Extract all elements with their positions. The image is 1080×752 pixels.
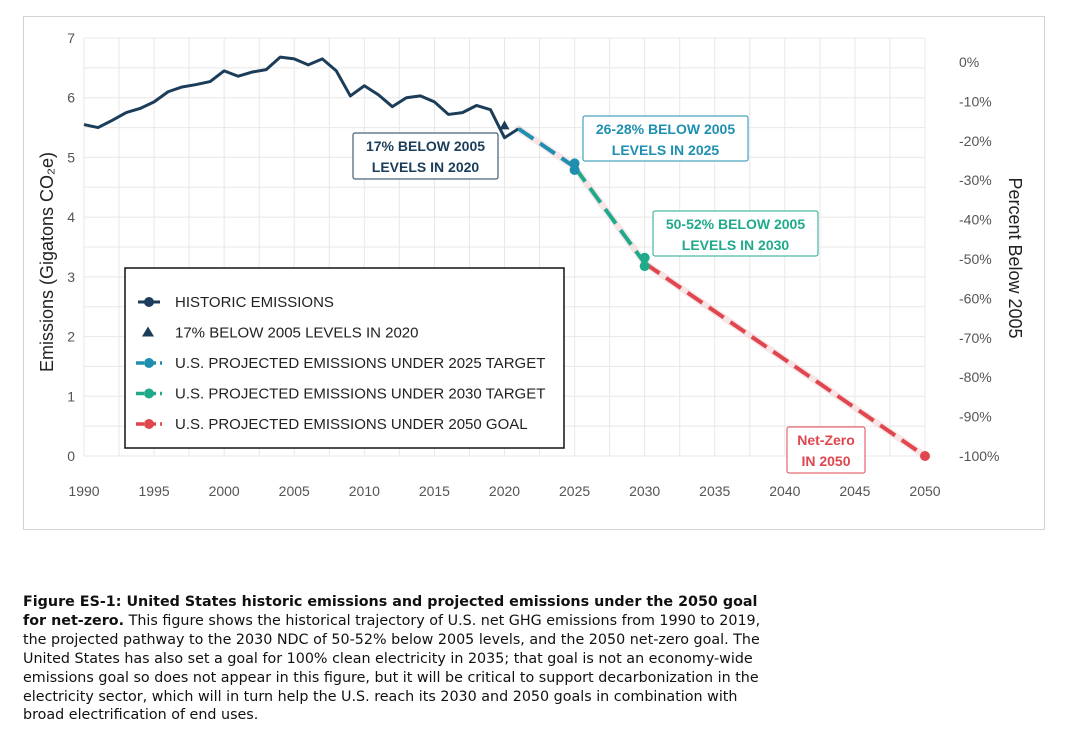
legend-label: HISTORIC EMISSIONS <box>175 294 334 311</box>
y2-tick-label: -70% <box>959 330 992 346</box>
y-tick-label: 5 <box>67 149 75 165</box>
y-tick-label: 2 <box>67 329 75 345</box>
projection-point <box>639 261 650 272</box>
legend-triangle-swatch <box>142 326 154 337</box>
projection-line <box>643 261 927 458</box>
projection-point <box>639 252 650 263</box>
figure-caption: Figure ES-1: United States historic emis… <box>23 593 763 725</box>
x-tick-label: 2020 <box>489 483 520 499</box>
projection-point <box>569 164 580 175</box>
x-tick-label: 2005 <box>279 483 310 499</box>
x-tick-label: 2040 <box>769 483 800 499</box>
projection-line <box>517 127 576 169</box>
legend-box <box>124 267 565 449</box>
x-tick-label: 2030 <box>629 483 660 499</box>
y2-tick-label: -60% <box>959 290 992 306</box>
caption-body: This figure shows the historical traject… <box>23 612 761 724</box>
y2-tick-label: -80% <box>959 369 992 385</box>
y-axis-title: Emissions (Gigatons CO₂e) <box>37 152 57 372</box>
annotation-box <box>786 426 866 474</box>
annotation-text: IN 2050 <box>801 453 850 469</box>
y2-tick-label: -50% <box>959 251 992 267</box>
y2-tick-label: -20% <box>959 133 992 149</box>
y-tick-label: 4 <box>67 209 75 225</box>
projection-band <box>515 125 929 460</box>
legend-point-swatch <box>144 297 154 307</box>
x-tick-label: 2035 <box>699 483 730 499</box>
legend-point-swatch <box>144 419 154 429</box>
caption-title: Figure ES-1: United States historic emis… <box>23 594 758 629</box>
x-tick-label: 2000 <box>209 483 240 499</box>
annotation-box <box>352 132 499 180</box>
y2-tick-label: -90% <box>959 409 992 425</box>
y2-tick-label: -30% <box>959 172 992 188</box>
y-tick-label: 0 <box>67 448 75 464</box>
y-tick-label: 1 <box>67 388 75 404</box>
legend-label: U.S. PROJECTED EMISSIONS UNDER 2050 GOAL <box>175 416 528 433</box>
y2-tick-label: 0% <box>959 54 979 70</box>
legend-label: 17% BELOW 2005 LEVELS IN 2020 <box>175 325 418 342</box>
target-2020-triangle-marker <box>499 120 510 130</box>
y-tick-label: 3 <box>67 269 75 285</box>
y2-tick-label: -10% <box>959 93 992 109</box>
annotation-text: 26-28% BELOW 2005 <box>596 121 735 137</box>
x-tick-label: 2045 <box>839 483 870 499</box>
historic-emissions-line <box>83 55 520 140</box>
y-tick-label: 6 <box>67 90 75 106</box>
x-tick-label: 2050 <box>909 483 940 499</box>
y2-tick-label: -100% <box>959 448 999 464</box>
annotation-text: LEVELS IN 2030 <box>682 237 790 253</box>
x-tick-label: 1995 <box>139 483 170 499</box>
annotation-text: LEVELS IN 2025 <box>612 142 720 158</box>
y2-tick-label: -40% <box>959 212 992 228</box>
annotation-text: LEVELS IN 2020 <box>372 159 480 175</box>
legend-point-swatch <box>144 388 154 399</box>
x-tick-label: 1990 <box>68 483 99 499</box>
annotation-box <box>652 210 819 257</box>
annotation-text: Net-Zero <box>797 432 855 448</box>
x-tick-label: 2010 <box>349 483 380 499</box>
x-tick-label: 2015 <box>419 483 450 499</box>
legend-point-swatch <box>144 358 154 368</box>
legend-label: U.S. PROJECTED EMISSIONS UNDER 2030 TARG… <box>175 386 545 403</box>
legend-label: U.S. PROJECTED EMISSIONS UNDER 2025 TARG… <box>175 355 545 372</box>
y-tick-label: 7 <box>67 30 75 46</box>
annotation-box <box>582 115 749 162</box>
annotation-text: 17% BELOW 2005 <box>366 138 485 154</box>
annotation-text: 50-52% BELOW 2005 <box>666 216 805 232</box>
projection-line <box>572 165 647 265</box>
y2-axis-title: Percent Below 2005 <box>1005 177 1025 338</box>
x-tick-label: 2025 <box>559 483 590 499</box>
projection-point <box>920 451 930 461</box>
